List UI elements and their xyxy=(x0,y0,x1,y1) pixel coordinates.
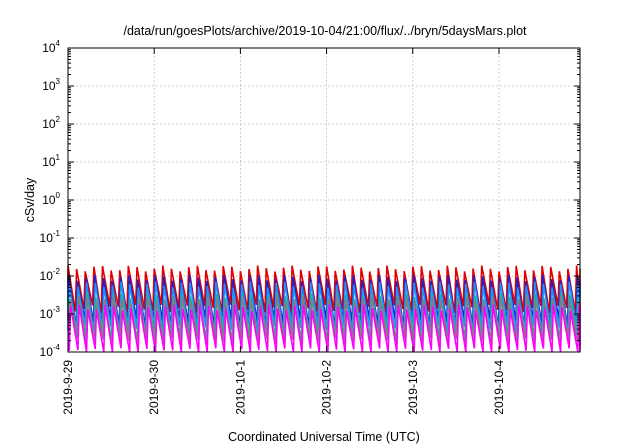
y-tick-label: 103 xyxy=(42,77,60,93)
x-tick-label: 2019-10-2 xyxy=(320,360,334,415)
series-group xyxy=(67,265,581,353)
x-tick-label: 2019-10-3 xyxy=(406,360,420,415)
y-tick-label: 10-4 xyxy=(40,343,61,359)
y-tick-label: 10-3 xyxy=(40,305,61,321)
x-axis-label: Coordinated Universal Time (UTC) xyxy=(228,430,420,444)
x-tick-label: 2019-10-4 xyxy=(492,360,506,415)
y-tick-label: 10-1 xyxy=(40,229,61,245)
y-axis-label: cSv/day xyxy=(23,177,37,222)
x-tick-label: 2019-9-29 xyxy=(61,360,75,415)
y-tick-label: 10-2 xyxy=(40,267,61,283)
y-tick-label: 101 xyxy=(42,153,60,169)
x-tick-label: 2019-9-30 xyxy=(147,360,161,415)
y-tick-label: 102 xyxy=(42,115,60,131)
y-tick-label: 100 xyxy=(42,191,60,207)
series-line-6 xyxy=(67,304,581,353)
x-axis: 2019-9-29 2019-9-30 2019-10-1 2019-10-2 2019… xyxy=(61,48,506,415)
chart-title: /data/run/goesPlots/archive/2019-10-04/2… xyxy=(123,24,527,38)
y-tick-label: 104 xyxy=(42,39,60,55)
y-axis: 10-4 10-3 10-2 10-1 100 101 102 103 104 xyxy=(40,39,580,359)
x-tick-label: 2019-10-1 xyxy=(233,360,247,415)
